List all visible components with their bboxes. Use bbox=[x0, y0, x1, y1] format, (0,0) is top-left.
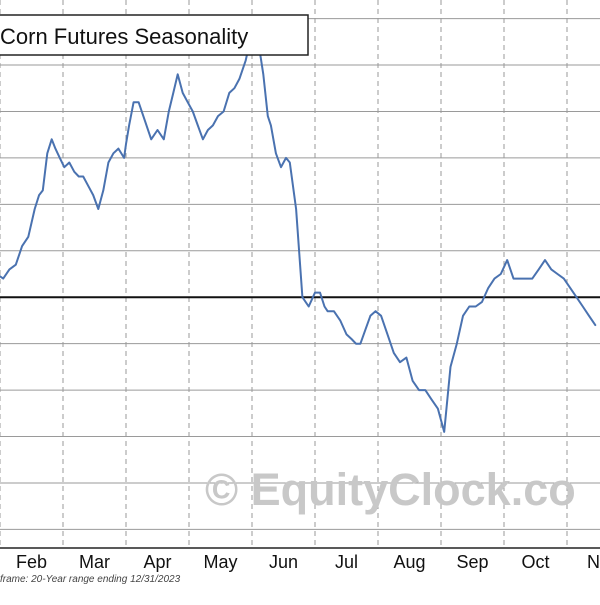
x-tick-label: Apr bbox=[143, 552, 171, 572]
x-tick-label: May bbox=[203, 552, 237, 572]
watermark-layer: © EquityClock.co bbox=[205, 464, 576, 515]
chart-title: Corn Futures Seasonality bbox=[0, 24, 248, 49]
x-tick-label: Oct bbox=[521, 552, 549, 572]
x-tick-label: No bbox=[587, 552, 600, 572]
series-line bbox=[0, 31, 597, 433]
series-layer bbox=[0, 31, 597, 433]
x-tick-label: Mar bbox=[79, 552, 110, 572]
x-tick-label: Sep bbox=[456, 552, 488, 572]
watermark-text: © EquityClock.co bbox=[205, 464, 576, 515]
x-tick-label: Jul bbox=[335, 552, 358, 572]
title-layer: Corn Futures Seasonality bbox=[0, 14, 309, 56]
footnote-text: frame: 20-Year range ending 12/31/2023 bbox=[0, 574, 181, 585]
x-tick-label: Feb bbox=[16, 552, 47, 572]
x-tick-label: Aug bbox=[393, 552, 425, 572]
x-tick-label: Jun bbox=[269, 552, 298, 572]
title-box bbox=[0, 14, 309, 56]
x-tick-labels: Feb Mar Apr May Jun Jul Aug Sep Oct No bbox=[16, 552, 600, 572]
